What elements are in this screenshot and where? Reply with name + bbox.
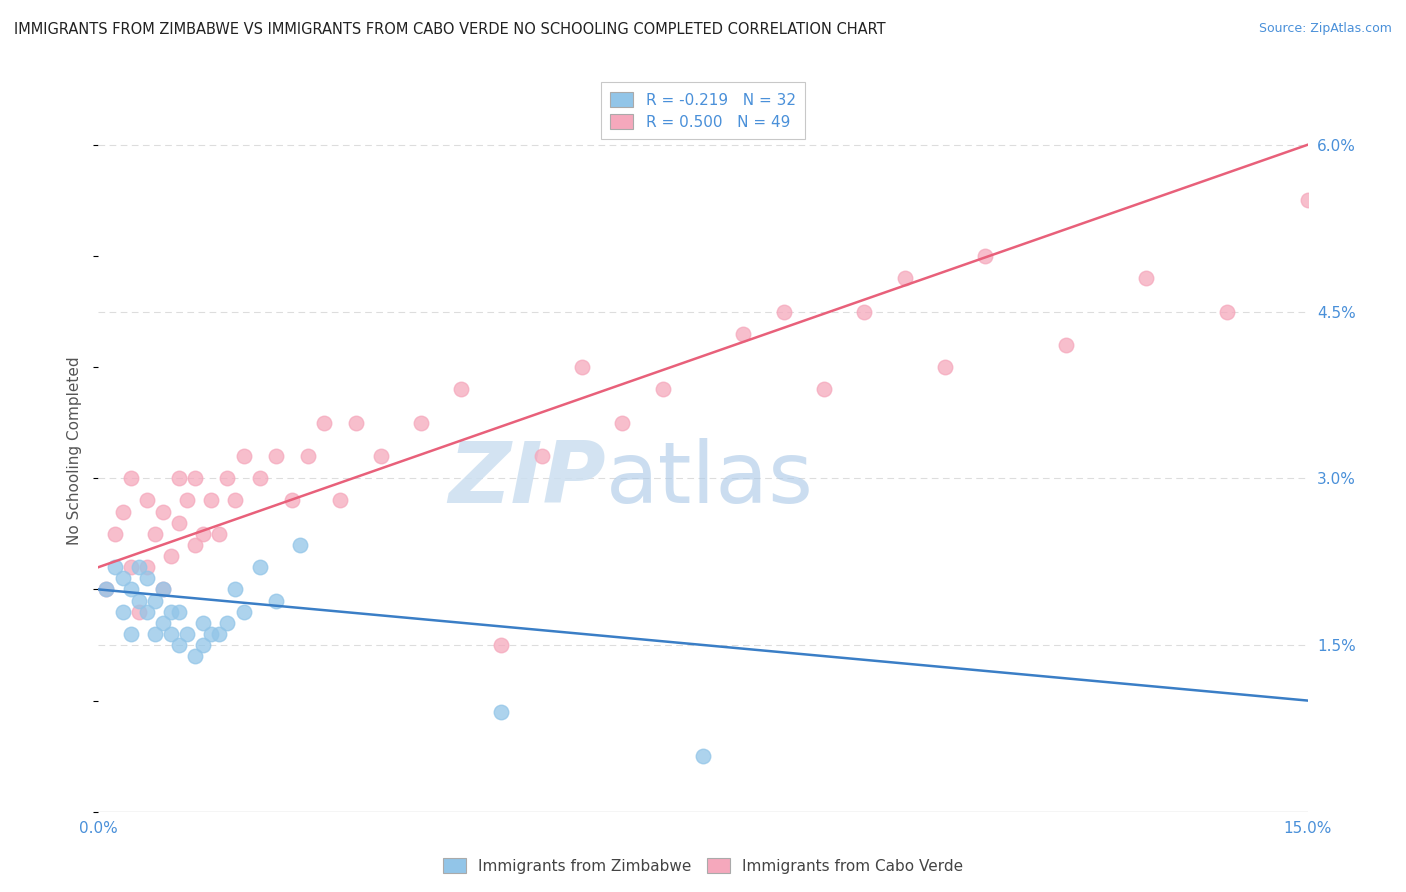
Point	[1296, 194, 1319, 208]
Point	[491, 638, 513, 652]
Point	[160, 627, 183, 641]
Point	[111, 605, 134, 619]
Point	[281, 493, 304, 508]
Point	[135, 560, 157, 574]
Point	[152, 505, 174, 519]
Point	[1135, 271, 1157, 285]
Point	[193, 526, 215, 541]
Point	[160, 605, 183, 619]
Point	[314, 416, 336, 430]
Point	[135, 605, 157, 619]
Point	[111, 571, 134, 585]
Point	[208, 627, 231, 641]
Point	[120, 627, 142, 641]
Point	[184, 538, 207, 552]
Point	[152, 615, 174, 630]
Point	[96, 582, 118, 597]
Point	[128, 560, 150, 574]
Point	[152, 582, 174, 597]
Point	[264, 449, 287, 463]
Point	[409, 416, 432, 430]
Point	[1054, 338, 1077, 352]
Point	[184, 471, 207, 485]
Point	[128, 593, 150, 607]
Point	[111, 505, 134, 519]
Point	[120, 560, 142, 574]
Point	[167, 516, 190, 530]
Point	[96, 582, 118, 597]
Point	[813, 382, 835, 396]
Text: IMMIGRANTS FROM ZIMBABWE VS IMMIGRANTS FROM CABO VERDE NO SCHOOLING COMPLETED CO: IMMIGRANTS FROM ZIMBABWE VS IMMIGRANTS F…	[14, 22, 886, 37]
Point	[103, 526, 125, 541]
Point	[152, 582, 174, 597]
Point	[167, 605, 190, 619]
Legend: Immigrants from Zimbabwe, Immigrants from Cabo Verde: Immigrants from Zimbabwe, Immigrants fro…	[437, 852, 969, 880]
Point	[143, 627, 166, 641]
Y-axis label: No Schooling Completed: No Schooling Completed	[67, 356, 83, 545]
Point	[491, 705, 513, 719]
Point	[612, 416, 634, 430]
Point	[344, 416, 367, 430]
Point	[772, 304, 794, 318]
Point	[217, 615, 239, 630]
Text: ZIP: ZIP	[449, 438, 606, 521]
Point	[200, 493, 222, 508]
Point	[1216, 304, 1239, 318]
Point	[893, 271, 915, 285]
Point	[571, 360, 593, 375]
Point	[224, 582, 246, 597]
Point	[974, 249, 997, 263]
Point	[224, 493, 246, 508]
Point	[249, 471, 271, 485]
Point	[232, 449, 254, 463]
Point	[530, 449, 553, 463]
Point	[208, 526, 231, 541]
Point	[297, 449, 319, 463]
Point	[217, 471, 239, 485]
Point	[329, 493, 352, 508]
Point	[120, 582, 142, 597]
Point	[733, 326, 755, 341]
Point	[692, 749, 714, 764]
Point	[249, 560, 271, 574]
Point	[853, 304, 876, 318]
Point	[184, 649, 207, 664]
Point	[167, 471, 190, 485]
Point	[176, 493, 198, 508]
Text: Source: ZipAtlas.com: Source: ZipAtlas.com	[1258, 22, 1392, 36]
Point	[103, 560, 125, 574]
Point	[934, 360, 956, 375]
Point	[128, 605, 150, 619]
Point	[232, 605, 254, 619]
Point	[160, 549, 183, 563]
Point	[135, 493, 157, 508]
Point	[193, 638, 215, 652]
Point	[651, 382, 673, 396]
Legend: R = -0.219   N = 32, R = 0.500   N = 49: R = -0.219 N = 32, R = 0.500 N = 49	[602, 82, 804, 139]
Point	[143, 526, 166, 541]
Point	[200, 627, 222, 641]
Point	[288, 538, 311, 552]
Point	[193, 615, 215, 630]
Point	[120, 471, 142, 485]
Text: atlas: atlas	[606, 438, 814, 521]
Point	[167, 638, 190, 652]
Point	[264, 593, 287, 607]
Point	[135, 571, 157, 585]
Point	[370, 449, 392, 463]
Point	[450, 382, 472, 396]
Point	[176, 627, 198, 641]
Point	[143, 593, 166, 607]
